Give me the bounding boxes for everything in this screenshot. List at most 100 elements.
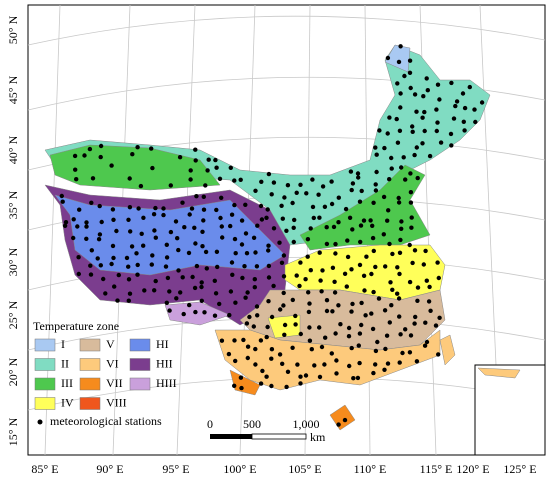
station — [329, 351, 334, 356]
station — [98, 143, 104, 149]
station — [217, 176, 223, 181]
station — [266, 248, 271, 253]
station — [398, 91, 403, 96]
station — [356, 343, 361, 348]
station — [297, 283, 302, 289]
station — [294, 190, 299, 195]
latitude-label: 50° N — [6, 15, 20, 44]
station — [230, 272, 235, 277]
station — [385, 361, 391, 366]
station — [96, 237, 102, 242]
station — [238, 375, 244, 380]
station — [128, 229, 133, 234]
station — [322, 204, 328, 209]
station — [387, 115, 392, 120]
station — [333, 251, 338, 256]
station — [303, 373, 309, 378]
station — [135, 145, 140, 150]
station — [423, 248, 428, 254]
station — [377, 128, 382, 133]
station — [415, 285, 421, 290]
station — [77, 207, 82, 212]
longitude-label: 110° E — [354, 462, 387, 476]
station — [312, 363, 317, 368]
station — [397, 271, 402, 277]
station — [99, 219, 104, 225]
station — [205, 168, 210, 173]
station — [351, 376, 356, 381]
station — [395, 265, 400, 270]
station — [414, 109, 419, 114]
station — [251, 235, 257, 240]
legend-label: III — [61, 376, 73, 390]
station — [371, 289, 376, 295]
station — [167, 289, 172, 294]
station — [260, 368, 265, 374]
station — [244, 251, 250, 256]
station — [232, 202, 237, 208]
inset-frame — [474, 364, 546, 456]
station — [350, 301, 355, 307]
station — [357, 331, 363, 336]
station — [408, 85, 413, 91]
station — [422, 109, 427, 115]
station — [74, 177, 79, 182]
station — [342, 271, 348, 276]
station — [291, 239, 296, 245]
station — [333, 331, 338, 336]
station — [358, 239, 363, 245]
legend-swatch — [79, 358, 101, 371]
station — [462, 128, 467, 133]
station — [358, 223, 364, 228]
station — [111, 255, 116, 261]
station — [87, 146, 93, 152]
station — [370, 223, 375, 228]
legend-label: IV — [61, 395, 74, 409]
station — [149, 262, 154, 267]
station — [382, 308, 388, 313]
station — [408, 190, 414, 195]
station — [182, 225, 187, 230]
station — [373, 182, 378, 187]
station — [217, 301, 222, 307]
station — [193, 147, 198, 152]
station — [258, 381, 264, 386]
station — [153, 278, 158, 284]
station — [371, 200, 376, 205]
station — [280, 216, 285, 221]
station — [330, 265, 336, 270]
station — [307, 325, 312, 330]
legend-swatch — [34, 358, 56, 371]
station — [415, 175, 420, 181]
station — [168, 229, 174, 235]
station — [304, 191, 309, 196]
station — [390, 287, 395, 292]
station — [424, 76, 429, 81]
station — [253, 346, 258, 352]
legend-swatch — [129, 338, 151, 352]
station — [317, 325, 322, 330]
station — [342, 417, 348, 423]
station — [436, 275, 441, 281]
station — [164, 255, 170, 260]
station — [363, 313, 368, 318]
station — [161, 212, 166, 218]
station — [355, 171, 361, 176]
station — [373, 145, 378, 150]
station — [229, 212, 235, 217]
station — [472, 107, 477, 112]
station — [219, 338, 225, 343]
station — [408, 171, 413, 176]
station — [370, 235, 376, 241]
station — [308, 226, 313, 231]
station — [59, 193, 64, 199]
legend-label: I — [61, 337, 65, 351]
station — [82, 153, 87, 158]
station — [290, 200, 295, 206]
station — [401, 155, 406, 160]
station — [192, 225, 197, 230]
legend-label: HI — [156, 337, 169, 351]
station — [239, 385, 244, 391]
station — [461, 119, 466, 125]
station — [310, 177, 315, 182]
